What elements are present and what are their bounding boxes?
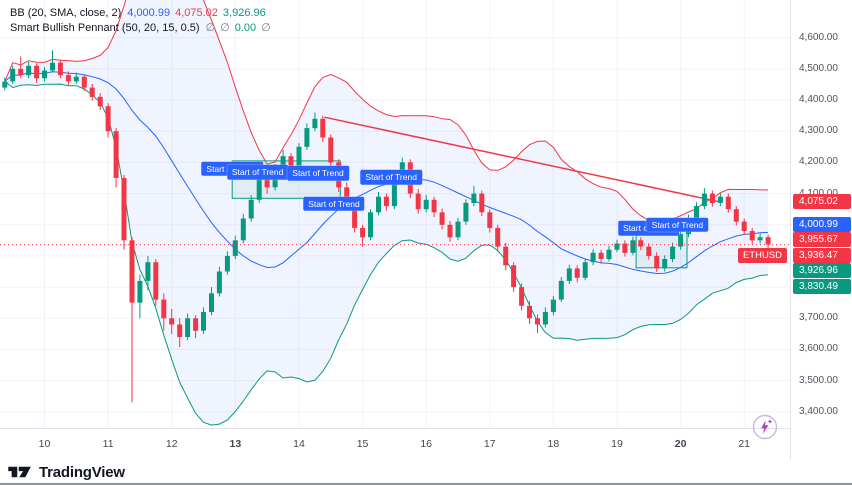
price-tick-label: 3,700.00 xyxy=(799,312,838,324)
time-tick-label: 14 xyxy=(293,438,305,450)
legend-value: 3,926.96 xyxy=(222,6,266,19)
price-tick-label: 4,600.00 xyxy=(799,31,838,43)
price-badge: 3,926.96 xyxy=(793,263,851,279)
price-badge: 3,955.67 xyxy=(793,232,851,248)
legend-row-pennant[interactable]: Smart Bullish Pennant (50, 20, 15, 0.5) … xyxy=(10,20,276,35)
time-tick-label: 21 xyxy=(738,438,751,450)
legend-value: 4,075.02 xyxy=(175,6,218,19)
price-badge: 4,075.02 xyxy=(793,193,851,209)
legend-bb-values: 4,000.99 4,075.02 3,926.96 xyxy=(127,7,270,19)
price-axis[interactable]: 4,600.00 4,500.00 4,400.00 4,300.00 4,200.00… xyxy=(790,0,852,460)
sparkle-lightning-icon xyxy=(752,414,778,440)
time-tick-label: 17 xyxy=(483,438,496,450)
time-tick-label: 19 xyxy=(611,438,623,450)
tradingview-logo-mark xyxy=(8,466,31,478)
indicator-legend: BB (20, SMA, close, 2) 4,000.99 4,075.02 3… xyxy=(10,5,276,35)
price-tick-label: 4,100.00 xyxy=(799,188,838,199)
tradingview-wordmark: TradingView xyxy=(39,463,125,481)
legend-bb-title: BB (20, SMA, close, 2) xyxy=(10,6,122,19)
time-tick-label: 20 xyxy=(674,438,687,450)
legend-value: ∅ xyxy=(205,22,216,34)
time-tick-label: 15 xyxy=(356,438,369,450)
bottom-divider xyxy=(0,483,852,485)
price-tick-label: 4,300.00 xyxy=(799,125,838,137)
price-badge: 4,000.99 xyxy=(793,216,851,232)
price-badge: 3,936.47 xyxy=(793,247,851,263)
time-tick-label: 18 xyxy=(547,438,560,450)
price-tick-label: 4,400.00 xyxy=(799,94,838,106)
start-of-trend-label[interactable]: Start of Trend xyxy=(303,196,365,211)
price-tick-label: 3,600.00 xyxy=(799,343,838,355)
legend-value: 0.00 xyxy=(234,22,257,34)
legend-pennant-values: ∅ ∅ 0.00 ∅ xyxy=(206,21,276,34)
time-tick-label: 11 xyxy=(102,438,114,450)
tradingview-logo[interactable]: TradingView xyxy=(8,463,125,481)
start-of-trend-label[interactable]: Start of Trend xyxy=(287,166,349,181)
symbol-price-tag: ETHUSD xyxy=(737,248,787,264)
price-tick-label: 3,400.00 xyxy=(799,405,838,417)
legend-value: ∅ xyxy=(261,22,271,34)
time-tick-label: 13 xyxy=(229,438,242,450)
start-of-trend-label[interactable]: Start of Trend xyxy=(360,170,422,185)
candlestick-chart[interactable] xyxy=(0,0,790,428)
time-tick-label: 12 xyxy=(165,438,178,450)
legend-row-bb[interactable]: BB (20, SMA, close, 2) 4,000.99 4,075.02 3… xyxy=(10,5,276,20)
time-axis[interactable]: 10 11 12 13 14 15 16 17 18 19 20 21 xyxy=(0,428,790,461)
price-tick-label: 4,500.00 xyxy=(799,62,838,74)
legend-pennant-title: Smart Bullish Pennant (50, 20, 15, 0.5) xyxy=(10,21,200,34)
magic-ai-button[interactable] xyxy=(751,413,779,441)
start-of-trend-label[interactable]: Start of Trend xyxy=(226,165,289,180)
legend-value: 4,000.99 xyxy=(127,6,171,19)
footer: TradingView xyxy=(0,460,852,483)
price-tick-label: 3,500.00 xyxy=(799,374,838,386)
price-tick-label: 4,200.00 xyxy=(799,156,838,168)
legend-value: ∅ xyxy=(220,22,230,34)
start-of-trend-label[interactable]: Start of Trend xyxy=(646,217,709,232)
price-badge: 3,830.49 xyxy=(793,278,851,294)
time-tick-label: 10 xyxy=(38,438,51,450)
time-tick-label: 16 xyxy=(420,438,432,450)
